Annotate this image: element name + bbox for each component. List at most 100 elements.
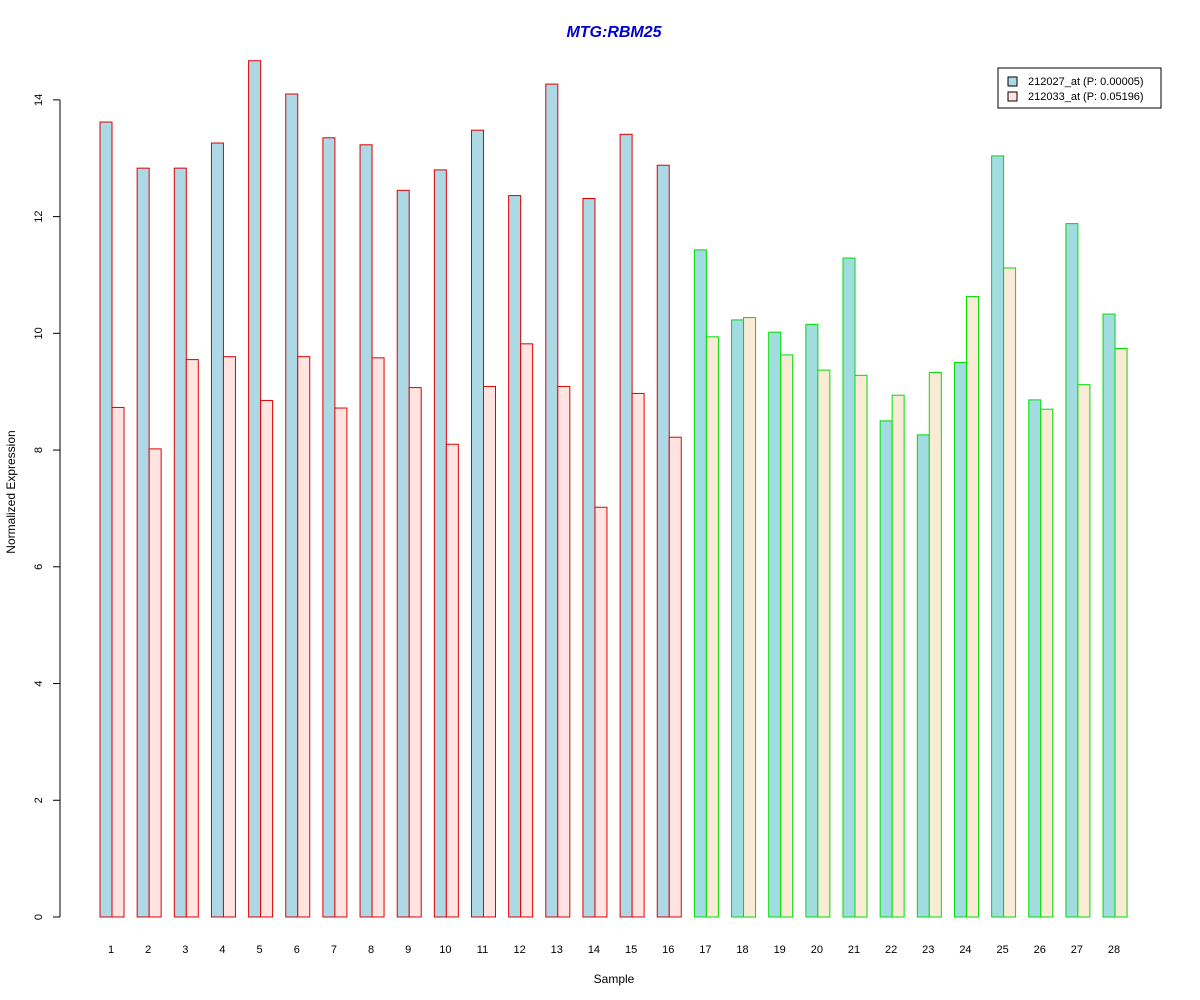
- bar-series-1: [433, 169, 447, 918]
- bar-series-2: [520, 343, 534, 918]
- y-axis-tick-label: 8: [33, 447, 45, 453]
- legend-box: [997, 67, 1162, 109]
- bar-series-2: [965, 296, 979, 918]
- y-axis-label: Normalized Expression: [4, 430, 18, 553]
- bar-series-2: [1003, 267, 1017, 918]
- y-axis: 0 2 4 6 8 10 12 14: [33, 94, 61, 920]
- bar-series-1: [805, 324, 819, 918]
- x-axis-tick-labels: 1 2 3 4 5 6 7 8 9 10 11 12 13 14 15 16 17 18 19 20 21 22 23 24 2…: [108, 944, 1120, 956]
- x-axis-tick-label: 16: [662, 944, 674, 956]
- x-axis-tick-label: 15: [625, 944, 637, 956]
- chart-title: MTG:RBM25: [566, 24, 662, 41]
- bar-series-2: [371, 357, 385, 918]
- bar-series-1: [136, 167, 150, 918]
- bar-series-1: [1065, 223, 1079, 918]
- bar-series-2: [1114, 348, 1128, 918]
- bar-series-2: [631, 392, 645, 918]
- bar-series-1: [99, 121, 113, 918]
- x-axis-tick-label: 23: [922, 944, 934, 956]
- x-axis-tick-label: 26: [1034, 944, 1046, 956]
- x-axis-tick-label: 19: [774, 944, 786, 956]
- x-axis-tick-label: 4: [219, 944, 225, 956]
- x-axis-tick-label: 8: [368, 944, 374, 956]
- bar-series-2: [928, 371, 942, 918]
- bar-series-1: [842, 257, 856, 918]
- bar-series-2: [854, 374, 868, 918]
- x-axis-tick-label: 6: [294, 944, 300, 956]
- bar-series-1: [656, 164, 670, 918]
- y-axis-tick-label: 0: [33, 914, 45, 920]
- x-axis-tick-label: 10: [439, 944, 451, 956]
- x-axis-tick-label: 11: [477, 944, 488, 956]
- bar-series-1: [991, 155, 1005, 918]
- x-axis-tick-label: 21: [848, 944, 860, 956]
- x-axis-tick-label: 22: [885, 944, 897, 956]
- legend-label-series-1: 212027_at (P: 0.00005): [1028, 76, 1144, 88]
- legend: 212027_at (P: 0.00005) 212033_at (P: 0.0…: [997, 67, 1162, 109]
- bar-series-2: [891, 394, 905, 918]
- bar-series-2: [260, 399, 274, 918]
- x-axis-tick-label: 25: [996, 944, 1008, 956]
- bar-series-2: [445, 443, 459, 918]
- bar-series-1: [879, 420, 893, 918]
- bar-series-1: [359, 144, 373, 918]
- x-axis-tick-label: 2: [145, 944, 151, 956]
- bar-series-1: [508, 195, 522, 918]
- bar-series-1: [1028, 399, 1042, 918]
- bar-series-2: [557, 385, 571, 918]
- bar-series-1: [173, 167, 187, 918]
- bar-series-1: [693, 249, 707, 918]
- x-axis-tick-label: 5: [257, 944, 263, 956]
- bar-series-2: [705, 336, 719, 918]
- bar-series-1: [953, 362, 967, 918]
- legend-label-series-2: 212033_at (P: 0.05196): [1028, 91, 1144, 103]
- bar-series-2: [743, 317, 757, 918]
- bar-series-1: [248, 60, 262, 918]
- bar-series-1: [322, 137, 336, 918]
- bar-series-2: [780, 354, 794, 918]
- bar-series-2: [594, 506, 608, 918]
- y-axis-tick-label: 14: [33, 94, 45, 106]
- y-axis-tick-label: 6: [33, 564, 45, 570]
- x-axis-tick-label: 28: [1108, 944, 1120, 956]
- x-axis-tick-label: 24: [959, 944, 971, 956]
- legend-swatch-series-2: [1007, 91, 1018, 102]
- x-axis-tick-label: 17: [699, 944, 711, 956]
- bar-series-1: [582, 197, 596, 918]
- y-axis-tick-label: 2: [33, 797, 45, 803]
- bar-series-2: [185, 359, 199, 918]
- x-axis-label: Sample: [594, 972, 635, 986]
- x-axis-tick-label: 7: [331, 944, 337, 956]
- bar-series-2: [408, 387, 422, 918]
- bar-series-1: [619, 133, 633, 918]
- bar-series-2: [1077, 384, 1091, 918]
- bar-series-1: [1102, 313, 1116, 918]
- bar-series-2: [222, 356, 236, 918]
- bar-series-1: [396, 189, 410, 918]
- y-axis-tick-label: 4: [33, 680, 45, 686]
- bar-series-2: [817, 369, 831, 918]
- x-axis-tick-label: 12: [514, 944, 526, 956]
- x-axis-tick-label: 18: [736, 944, 748, 956]
- x-axis-tick-label: 9: [405, 944, 411, 956]
- x-axis-tick-label: 14: [588, 944, 600, 956]
- bar-series-2: [1040, 408, 1054, 918]
- bar-series-1: [210, 142, 224, 918]
- bar-series-2: [297, 356, 311, 918]
- x-axis-tick-label: 27: [1071, 944, 1083, 956]
- x-axis-tick-label: 1: [108, 944, 114, 956]
- bar-series-2: [148, 448, 162, 918]
- bar-series-2: [483, 385, 496, 918]
- bar-series-1: [768, 331, 782, 918]
- bar-series-2: [334, 407, 348, 918]
- x-axis-tick-label: 13: [551, 944, 563, 956]
- bar-series-1: [285, 93, 299, 918]
- y-axis-tick-label: 12: [33, 210, 45, 222]
- bars: [99, 60, 1128, 918]
- bar-series-1: [545, 83, 559, 918]
- bar-series-1: [916, 434, 930, 918]
- legend-swatch-series-1: [1007, 76, 1018, 87]
- x-axis-tick-label: 3: [182, 944, 188, 956]
- bar-series-2: [111, 406, 125, 918]
